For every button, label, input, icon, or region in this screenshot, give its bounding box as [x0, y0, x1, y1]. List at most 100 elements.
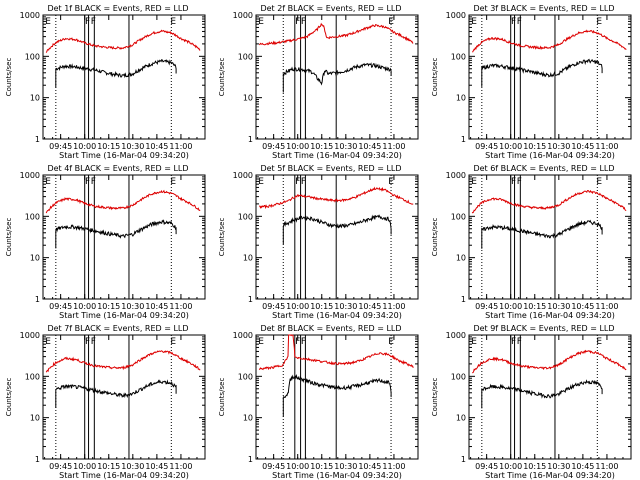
x-tick-label: 11:00 [595, 142, 618, 151]
x-tick-label: 10:00 [73, 462, 96, 471]
y-tick-label: 100 [451, 372, 466, 381]
flag-label: F [91, 177, 96, 187]
y-tick-label: 100 [451, 52, 466, 61]
x-tick-label: 10:15 [310, 142, 333, 151]
x-tick-label: 10:30 [547, 142, 570, 151]
panel-det-4: Det 4f BLACK = Events, RED = LLD 1 10 100 10… [5, 164, 206, 320]
lld-series-line [45, 29, 201, 53]
flag-label: F [517, 17, 522, 27]
y-axis-label: Counts/sec [218, 378, 226, 417]
x-tick-label: 10:30 [334, 142, 357, 151]
x-tick-label: 10:30 [121, 142, 144, 151]
x-tick-label: 09:45 [475, 142, 498, 151]
lld-series-line [472, 349, 627, 374]
flag-label: F [295, 17, 300, 27]
x-tick-label: 10:00 [286, 462, 309, 471]
x-tick-label: 10:00 [286, 302, 309, 311]
panel-det-9: Det 9f BLACK = Events, RED = LLD 1 10 100 10… [431, 324, 632, 480]
y-tick-label: 100 [238, 372, 253, 381]
panel-det-8: Det 8f BLACK = Events, RED = LLD 1 10 100 10… [218, 324, 419, 480]
plot-frame [42, 334, 206, 460]
flag-label: E [258, 17, 264, 27]
flag-label: F [301, 337, 306, 347]
lld-series-line [471, 189, 627, 214]
y-axis-label: Counts/sec [218, 218, 226, 257]
x-tick-label: 10:15 [523, 462, 546, 471]
x-tick-label: 10:45 [358, 142, 381, 151]
panel-det-6: Det 6f BLACK = Events, RED = LLD 1 10 100 10… [431, 164, 632, 320]
flag-label: E [471, 177, 477, 187]
y-tick-label: 1 [461, 455, 466, 464]
flag-label: F [91, 17, 96, 27]
x-tick-label: 10:15 [97, 302, 120, 311]
x-tick-label: 11:00 [169, 462, 192, 471]
flag-label: E [388, 17, 394, 27]
y-tick-label: 10 [456, 414, 466, 423]
x-tick-label: 11:00 [595, 302, 618, 311]
flag-label: E [388, 177, 394, 187]
flag-label: E [596, 177, 602, 187]
flag-label: F [85, 177, 90, 187]
x-tick-label: 10:45 [571, 302, 594, 311]
flag-label: F [295, 177, 300, 187]
x-axis-label: Start Time (16-Mar-04 09:34:20) [485, 471, 615, 480]
y-tick-label: 1 [35, 455, 40, 464]
x-tick-label: 10:00 [499, 302, 522, 311]
y-axis-label: Counts/sec [5, 58, 13, 97]
flag-label: F [91, 337, 96, 347]
lld-series-line [472, 29, 627, 53]
x-tick-label: 10:30 [547, 462, 570, 471]
flag-label: E [596, 337, 602, 347]
y-tick-label: 1 [248, 295, 253, 304]
x-tick-label: 11:00 [169, 302, 192, 311]
y-axis-label: Counts/sec [5, 378, 13, 417]
events-series-line [282, 62, 392, 93]
flag-label: F [511, 337, 516, 347]
flag-label: E [258, 337, 264, 347]
y-tick-label: 1 [248, 455, 253, 464]
x-tick-label: 10:15 [523, 302, 546, 311]
flag-label: E [471, 17, 477, 27]
x-tick-label: 10:45 [358, 462, 381, 471]
y-tick-label: 10 [456, 254, 466, 263]
events-series-line [481, 379, 603, 409]
panel-title: Det 8f BLACK = Events, RED = LLD [260, 324, 401, 333]
flag-label: E [170, 17, 176, 27]
y-tick-label: 1000 [233, 11, 253, 20]
events-series-line [55, 379, 177, 408]
y-tick-label: 100 [25, 52, 40, 61]
y-tick-label: 1000 [446, 331, 466, 340]
y-tick-label: 1000 [233, 331, 253, 340]
x-tick-label: 10:45 [145, 302, 168, 311]
y-tick-label: 100 [238, 212, 253, 221]
x-tick-label: 10:45 [358, 302, 381, 311]
x-tick-label: 10:30 [547, 302, 570, 311]
y-axis-label: Counts/sec [431, 378, 439, 417]
panel-title: Det 9f BLACK = Events, RED = LLD [473, 324, 614, 333]
flag-label: E [471, 337, 477, 347]
events-series-line [481, 58, 603, 87]
x-axis-label: Start Time (16-Mar-04 09:34:20) [272, 471, 402, 480]
panel-title: Det 4f BLACK = Events, RED = LLD [47, 164, 188, 173]
x-tick-label: 10:45 [145, 462, 168, 471]
y-tick-label: 10 [30, 94, 40, 103]
x-tick-label: 10:45 [571, 462, 594, 471]
x-tick-label: 10:00 [286, 142, 309, 151]
flag-label: F [85, 17, 90, 27]
panel-det-2: Det 2f BLACK = Events, RED = LLD 1 10 100 10… [218, 4, 419, 160]
y-tick-label: 10 [243, 254, 253, 263]
x-axis-label: Start Time (16-Mar-04 09:34:20) [59, 471, 189, 480]
events-series-line [282, 373, 392, 417]
panel-title: Det 3f BLACK = Events, RED = LLD [473, 4, 614, 13]
plot-frame [255, 174, 419, 300]
y-tick-label: 10 [30, 254, 40, 263]
x-tick-label: 11:00 [382, 302, 405, 311]
panel-det-7: Det 7f BLACK = Events, RED = LLD 1 10 100 10… [5, 324, 206, 480]
lld-series-line [258, 334, 414, 371]
y-axis-label: Counts/sec [431, 218, 439, 257]
flag-label: F [511, 17, 516, 27]
panel-title: Det 2f BLACK = Events, RED = LLD [260, 4, 401, 13]
x-axis-label: Start Time (16-Mar-04 09:34:20) [485, 151, 615, 160]
y-axis-label: Counts/sec [218, 58, 226, 97]
